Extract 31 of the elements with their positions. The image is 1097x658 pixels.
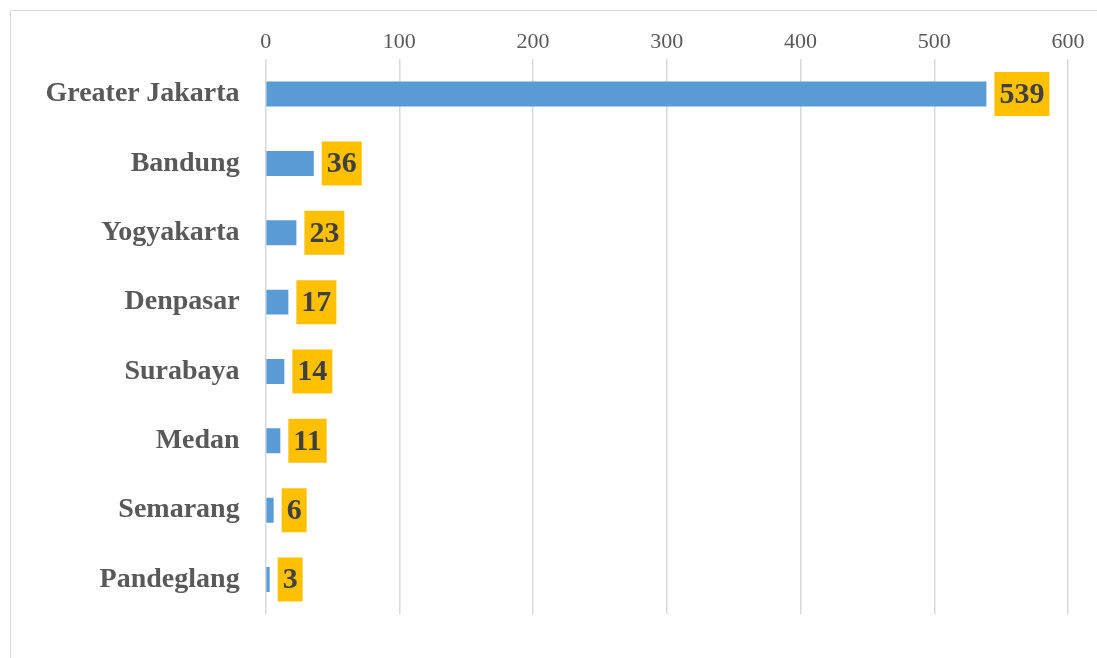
x-tick-label: 600	[1051, 27, 1085, 53]
y-tick-label: Bandung	[130, 145, 240, 177]
bar	[266, 81, 987, 107]
bar	[266, 289, 289, 315]
bar	[266, 497, 274, 523]
data-label: 539	[999, 75, 1045, 109]
y-tick-label: Yogyakarta	[101, 215, 240, 247]
x-tick-label: 200	[516, 27, 550, 53]
y-tick-label: Surabaya	[124, 353, 240, 385]
bar	[266, 150, 314, 176]
x-tick-label: 400	[784, 27, 818, 53]
data-label: 14	[297, 353, 328, 387]
bar	[266, 567, 270, 593]
bar	[266, 220, 297, 246]
x-tick-label: 0	[260, 27, 272, 53]
y-tick-label: Semarang	[118, 492, 240, 524]
y-tick-label: Medan	[155, 423, 241, 455]
x-tick-label: 500	[917, 27, 951, 53]
y-tick-label: Denpasar	[124, 284, 240, 316]
bar	[266, 428, 281, 454]
data-label: 11	[293, 422, 322, 456]
data-label: 6	[286, 491, 302, 525]
data-label: 36	[326, 145, 357, 179]
data-label: 3	[282, 561, 298, 595]
data-label: 23	[309, 214, 340, 248]
y-tick-label: Pandeglang	[99, 561, 240, 593]
x-tick-label: 100	[382, 27, 416, 53]
x-tick-label: 300	[650, 27, 684, 53]
data-label: 17	[301, 283, 332, 317]
bar	[266, 358, 285, 384]
y-tick-label: Greater Jakarta	[45, 76, 240, 108]
